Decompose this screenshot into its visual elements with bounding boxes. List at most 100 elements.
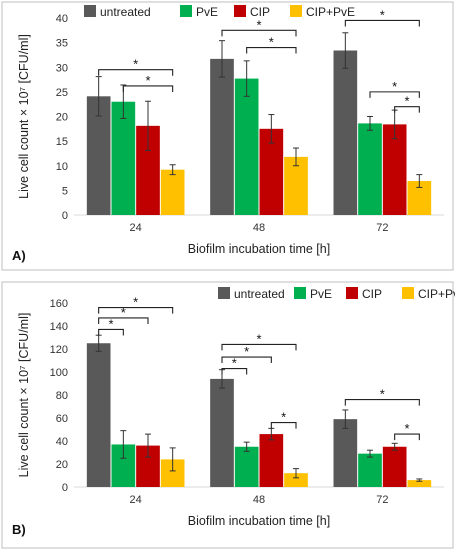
x-tick-label: 48	[253, 222, 265, 234]
bar-untreated-48	[210, 58, 234, 215]
bar-cip-pve-72	[407, 181, 432, 215]
significance-bracket	[394, 106, 420, 113]
x-axis-title: Biofilm incubation time [h]	[188, 514, 330, 528]
significance-star: *	[244, 344, 249, 359]
y-tick-label: 120	[50, 344, 68, 356]
bar-cip-pve-24	[160, 459, 185, 487]
significance-bracket	[221, 343, 297, 351]
legend-swatch-untreated	[84, 5, 96, 17]
significance-star: *	[232, 356, 237, 371]
legend-swatch-cip-pve	[402, 287, 414, 299]
legend-swatch-pve	[294, 287, 306, 299]
significance-bracket	[221, 356, 272, 364]
y-tick-label: 10	[56, 161, 68, 173]
significance-star: *	[145, 73, 150, 88]
y-tick-label: 15	[56, 136, 68, 148]
panel-label: A)	[12, 248, 26, 263]
bar-untreated-48	[210, 378, 234, 487]
bar-cip-24	[136, 445, 160, 487]
bar-pve-24	[111, 444, 136, 487]
bar-cip-pve-24	[160, 169, 185, 215]
bar-pve-48	[234, 78, 259, 215]
significance-star: *	[133, 57, 138, 72]
y-tick-label: 0	[62, 482, 68, 494]
y-tick-label: 25	[56, 87, 68, 99]
legend-label: untreated	[234, 287, 285, 301]
bar-pve-72	[358, 453, 382, 487]
x-tick-label: 24	[130, 222, 142, 234]
x-tick-label: 48	[253, 494, 265, 506]
y-axis-title: Live cell count × 10⁷ [CFU/ml]	[17, 34, 31, 199]
legend-label: PvE	[196, 5, 218, 19]
legend-label: CIP	[250, 5, 270, 19]
significance-bracket	[344, 399, 420, 406]
significance-bracket	[98, 69, 174, 76]
panel-label: B)	[12, 522, 26, 537]
bar-cip-48	[259, 434, 284, 487]
bar-untreated-72	[333, 419, 358, 487]
chart-panel-1: 0 5 10 15 20 25 30 35 40 Live cell count × 10⁷ [C…	[1, 1, 454, 271]
y-tick-label: 20	[56, 459, 68, 471]
significance-star: *	[121, 305, 126, 320]
bar-cip-pve-72	[407, 480, 432, 487]
significance-star: *	[269, 35, 274, 50]
significance-star: *	[281, 410, 286, 425]
legend-swatch-cip-pve	[290, 5, 302, 17]
significance-bracket	[394, 433, 420, 441]
legend-swatch-untreated	[218, 287, 230, 299]
legend-label: PvE	[310, 287, 332, 301]
significance-star: *	[380, 387, 385, 402]
x-tick-label: 24	[130, 494, 142, 506]
bar-untreated-72	[333, 50, 358, 215]
legend-label: CIP+PvE	[418, 287, 455, 301]
y-tick-label: 60	[56, 413, 68, 425]
legend-swatch-cip	[234, 5, 246, 17]
bar-pve-48	[234, 446, 259, 487]
legend-label: CIP	[362, 287, 382, 301]
x-axis-title: Biofilm incubation time [h]	[188, 242, 330, 256]
significance-bracket	[369, 91, 420, 98]
y-tick-label: 30	[56, 62, 68, 74]
y-tick-label: 20	[56, 112, 68, 124]
chart-panel-2: 0 20 40 60 80 100 120 140 160 Live cell count × 1…	[1, 281, 455, 549]
bar-cip-72	[382, 124, 407, 215]
legend-swatch-cip	[346, 287, 358, 299]
significance-star: *	[404, 94, 409, 109]
significance-bracket	[221, 368, 248, 375]
y-tick-label: 160	[50, 298, 68, 310]
y-tick-label: 80	[56, 390, 68, 402]
significance-star: *	[108, 316, 113, 331]
bar-untreated-24	[86, 96, 111, 215]
significance-star: *	[256, 331, 261, 346]
significance-bracket	[270, 422, 297, 429]
y-tick-label: 5	[62, 185, 68, 197]
significance-star: *	[392, 79, 397, 94]
significance-star: *	[380, 7, 385, 22]
y-tick-label: 40	[56, 13, 68, 25]
bar-cip-pve-48	[284, 473, 308, 487]
significance-bracket	[221, 29, 297, 37]
bar-pve-72	[358, 123, 382, 215]
y-tick-label: 35	[56, 38, 68, 50]
significance-bracket	[98, 328, 124, 336]
legend-label: CIP+PvE	[306, 5, 355, 19]
legend-swatch-pve	[180, 5, 192, 17]
x-tick-label: 72	[376, 222, 388, 234]
significance-bracket	[98, 317, 149, 324]
bar-cip-48	[259, 128, 284, 215]
y-tick-label: 40	[56, 436, 68, 448]
significance-star: *	[404, 421, 409, 436]
bar-cip-72	[382, 446, 407, 487]
legend-label: untreated	[100, 5, 151, 19]
y-tick-label: 140	[50, 321, 68, 333]
y-tick-label: 100	[50, 367, 68, 379]
y-axis-title: Live cell count × 10⁷ [CFU/ml]	[17, 313, 31, 478]
bar-cip-24	[136, 125, 160, 215]
bar-untreated-24	[86, 343, 111, 487]
significance-bracket	[122, 85, 174, 92]
significance-bracket	[246, 47, 297, 54]
significance-star: *	[256, 17, 261, 32]
bar-pve-24	[111, 101, 136, 215]
